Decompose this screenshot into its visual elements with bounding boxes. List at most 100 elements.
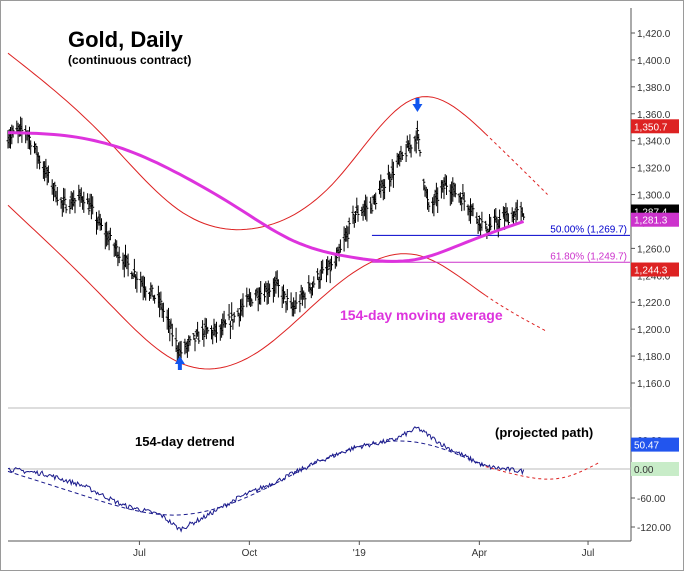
price-bar bbox=[215, 321, 218, 343]
x-tick-label: '19 bbox=[353, 548, 366, 559]
lower-band-line bbox=[7, 204, 486, 370]
envelope-bands bbox=[7, 52, 548, 370]
price-bar bbox=[230, 302, 234, 321]
price-bar bbox=[484, 220, 488, 230]
detrend-tick-label: -120.00 bbox=[637, 523, 671, 534]
detrend-value-box-bg bbox=[631, 437, 679, 452]
price-bar bbox=[477, 215, 481, 232]
price-bar bbox=[29, 140, 33, 155]
price-bar bbox=[436, 187, 440, 213]
price-bar bbox=[254, 289, 258, 301]
price-tick-label: 1,340.0 bbox=[637, 137, 671, 148]
price-tick-label: 1,380.0 bbox=[637, 83, 671, 94]
price-tick-label: 1,180.0 bbox=[637, 352, 671, 363]
price-bar bbox=[453, 183, 457, 198]
detrend-value-box-bg bbox=[631, 462, 679, 476]
price-box: 1,244.3 bbox=[634, 266, 668, 277]
x-tick-label: Oct bbox=[242, 548, 258, 559]
price-bar bbox=[383, 179, 387, 200]
moving-average-label: 154-day moving average bbox=[340, 307, 503, 323]
price-bar bbox=[285, 289, 289, 311]
price-tick-label: 1,400.0 bbox=[637, 56, 671, 67]
price-tick-label: 1,220.0 bbox=[637, 298, 671, 309]
detrend-label: 154-day detrend bbox=[135, 434, 235, 449]
price-bar bbox=[418, 149, 422, 157]
upper-band-projection bbox=[485, 133, 548, 195]
price-bar bbox=[153, 294, 157, 304]
detrend-layer bbox=[7, 426, 631, 533]
projected-path-label: (projected path) bbox=[495, 425, 593, 440]
price-bar bbox=[426, 188, 429, 210]
retracement-label: 50.00% (1,269.7) bbox=[550, 224, 627, 235]
price-bar bbox=[115, 240, 119, 258]
price-bar bbox=[228, 320, 232, 339]
price-box-bg bbox=[631, 119, 679, 134]
price-tick-label: 1,320.0 bbox=[637, 164, 671, 175]
price-tick-label: 1,260.0 bbox=[637, 244, 671, 255]
upper-band-line bbox=[7, 52, 487, 231]
price-bar bbox=[174, 327, 178, 352]
price-bar bbox=[223, 319, 227, 328]
price-tick-label: 1,240.0 bbox=[637, 271, 671, 282]
price-bar bbox=[241, 293, 245, 318]
price-bar bbox=[480, 211, 484, 231]
detrend-smoothed-line bbox=[7, 440, 486, 516]
price-bar bbox=[338, 239, 342, 253]
price-bar bbox=[91, 196, 95, 215]
price-bar bbox=[53, 181, 57, 198]
price-bar bbox=[250, 299, 254, 307]
price-bar bbox=[227, 304, 231, 321]
price-bar bbox=[471, 203, 475, 217]
price-bar bbox=[268, 283, 272, 297]
price-bar bbox=[506, 213, 510, 226]
price-tick-label: 1,200.0 bbox=[637, 325, 671, 336]
price-bar bbox=[409, 144, 413, 158]
price-bar bbox=[370, 204, 374, 214]
price-bar bbox=[283, 291, 287, 300]
price-bar bbox=[326, 256, 330, 276]
price-bar bbox=[414, 130, 418, 154]
price-bar bbox=[259, 281, 263, 305]
price-bar bbox=[445, 175, 448, 195]
price-bar bbox=[351, 205, 355, 224]
x-tick-label: Jul bbox=[133, 548, 146, 559]
price-tick-label: 1,160.0 bbox=[637, 379, 671, 390]
price-bar bbox=[346, 226, 350, 249]
arrow-down-icon bbox=[412, 98, 423, 112]
price-bar bbox=[159, 291, 163, 311]
price-bar bbox=[117, 246, 121, 264]
chart-subtitle: (continuous contract) bbox=[68, 53, 191, 67]
price-bar bbox=[369, 197, 373, 214]
x-tick-label: Apr bbox=[472, 548, 488, 559]
price-bar bbox=[515, 199, 519, 221]
price-bar bbox=[400, 151, 404, 160]
price-bar bbox=[126, 253, 130, 277]
price-bar bbox=[316, 268, 320, 280]
price-bar bbox=[28, 126, 31, 150]
price-bar bbox=[365, 196, 369, 222]
price-bar bbox=[170, 323, 174, 347]
price-bar bbox=[298, 294, 302, 313]
price-bar bbox=[462, 192, 466, 211]
price-box-bg bbox=[631, 262, 679, 277]
price-box-bg bbox=[631, 212, 679, 227]
lower-band-projection bbox=[485, 295, 548, 333]
moving-average-layer bbox=[7, 131, 525, 263]
price-bar bbox=[249, 292, 253, 307]
x-tick-label: Jul bbox=[582, 548, 595, 559]
arrow-up-icon bbox=[174, 356, 185, 370]
price-bar bbox=[206, 326, 210, 334]
price-bar bbox=[522, 213, 526, 221]
price-bar bbox=[356, 205, 360, 222]
price-bar bbox=[347, 217, 351, 235]
price-bar bbox=[354, 211, 357, 223]
price-bar bbox=[512, 211, 515, 224]
price-boxes: 1,350.71,287.41,281.31,244.350.470.00 bbox=[631, 119, 679, 476]
retracement-label: 61.80% (1,249.7) bbox=[550, 251, 627, 262]
price-bar bbox=[167, 307, 170, 333]
detrend-line bbox=[7, 426, 525, 533]
moving-average-line bbox=[7, 131, 525, 263]
price-bar bbox=[87, 198, 91, 215]
price-bar bbox=[64, 204, 68, 214]
